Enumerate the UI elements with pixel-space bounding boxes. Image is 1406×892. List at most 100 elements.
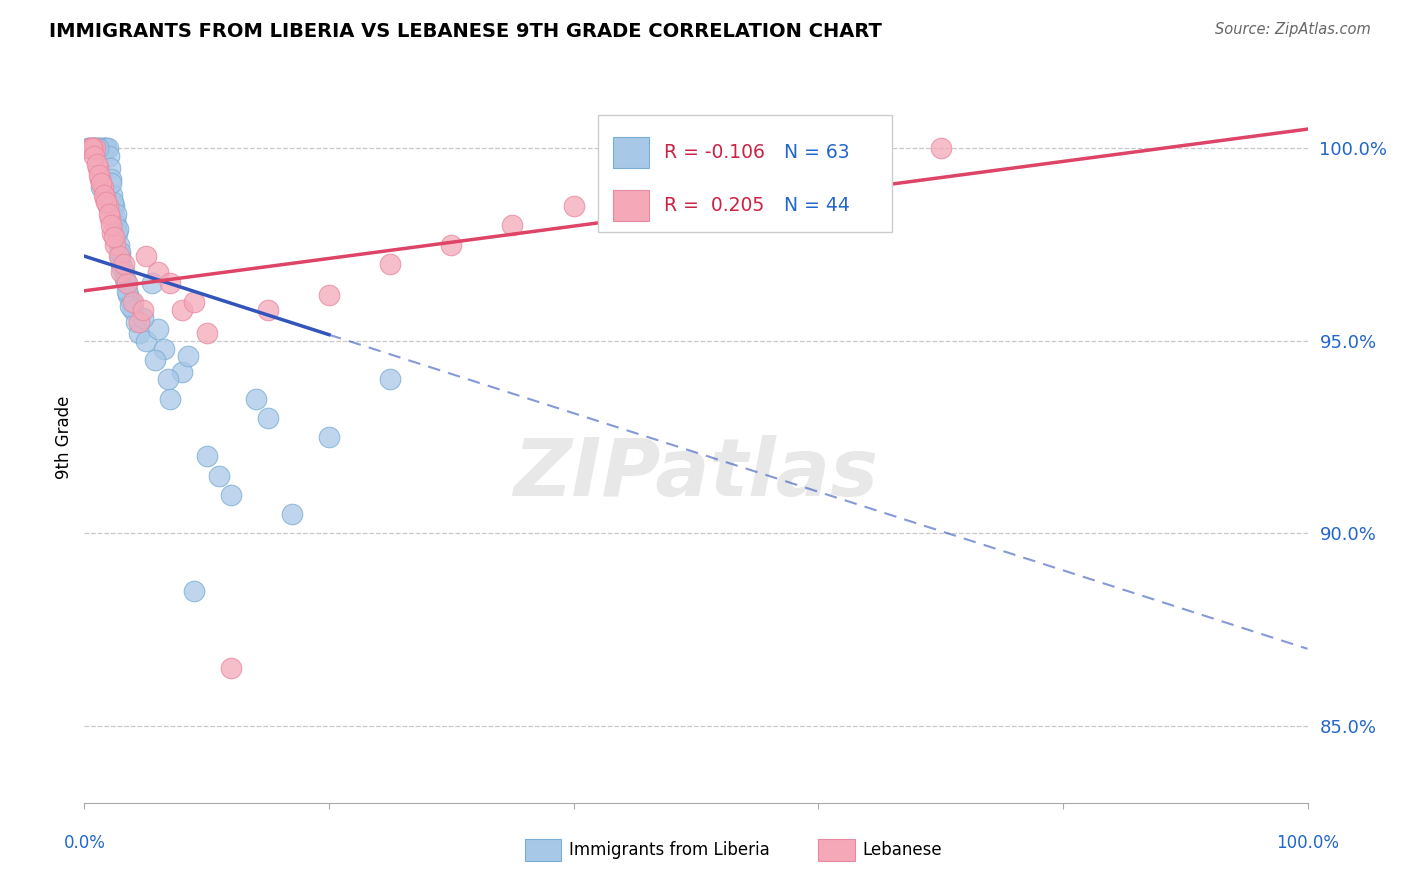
Point (114, 272, 136, 286)
Point (128, 315, 150, 329)
Point (98, 211, 121, 225)
Point (105, 219, 128, 233)
Point (135, 249, 157, 263)
Point (79, 141, 101, 155)
Point (118, 299, 141, 313)
Point (208, 468, 231, 483)
Point (177, 349, 200, 363)
Text: Immigrants from Liberia: Immigrants from Liberia (569, 841, 769, 859)
Text: N = 63: N = 63 (785, 143, 849, 162)
Point (685, 179, 707, 194)
Point (562, 199, 585, 213)
FancyBboxPatch shape (524, 839, 561, 862)
Point (195, 450, 218, 464)
Point (87, 161, 110, 175)
Point (90, 179, 112, 194)
Point (103, 199, 125, 213)
Point (159, 392, 181, 406)
Point (96, 195, 118, 210)
Point (93, 141, 115, 155)
Point (97, 149, 120, 163)
Point (79, 141, 101, 155)
Point (141, 276, 163, 290)
Point (97, 207, 120, 221)
Point (98, 161, 121, 175)
Point (91, 179, 114, 194)
Point (111, 260, 134, 275)
Text: ZIPatlas: ZIPatlas (513, 434, 879, 513)
Point (100, 219, 122, 233)
Point (257, 303, 280, 318)
Point (159, 276, 181, 290)
Point (104, 211, 127, 225)
Point (146, 322, 169, 336)
Point (94, 191, 117, 205)
Point (110, 245, 132, 260)
Point (110, 257, 132, 271)
Point (89, 141, 111, 155)
Point (107, 222, 129, 236)
Point (318, 430, 340, 444)
Point (440, 237, 463, 252)
Text: Lebanese: Lebanese (862, 841, 942, 859)
FancyBboxPatch shape (613, 137, 650, 168)
Text: IMMIGRANTS FROM LIBERIA VS LEBANESE 9TH GRADE CORRELATION CHART: IMMIGRANTS FROM LIBERIA VS LEBANESE 9TH … (49, 22, 882, 41)
FancyBboxPatch shape (598, 115, 891, 232)
Text: R = -0.106: R = -0.106 (664, 143, 765, 162)
Point (172, 365, 194, 379)
Point (115, 276, 138, 290)
Point (87, 169, 110, 183)
Point (135, 334, 157, 348)
Point (97, 199, 120, 213)
Point (101, 187, 124, 202)
Point (128, 326, 150, 340)
Point (502, 219, 524, 233)
Point (82, 141, 104, 155)
Point (122, 303, 145, 318)
Point (82, 141, 104, 155)
Text: R =  0.205: R = 0.205 (664, 195, 765, 215)
Point (115, 276, 138, 290)
Point (77, 141, 100, 155)
Point (380, 257, 402, 271)
Point (115, 284, 138, 298)
Point (104, 237, 127, 252)
Point (77, 141, 100, 155)
Point (112, 257, 135, 271)
Point (807, 161, 830, 175)
Text: Source: ZipAtlas.com: Source: ZipAtlas.com (1215, 22, 1371, 37)
Point (156, 372, 179, 386)
Point (94, 141, 117, 155)
Point (132, 310, 155, 325)
Point (245, 392, 267, 406)
Point (172, 303, 194, 318)
FancyBboxPatch shape (818, 839, 855, 862)
Point (110, 264, 132, 278)
Point (83, 141, 105, 155)
Point (100, 176, 122, 190)
Point (120, 295, 142, 310)
Point (101, 226, 124, 240)
Point (104, 207, 127, 221)
Point (80, 141, 103, 155)
Point (112, 264, 135, 278)
Point (87, 141, 110, 155)
Point (86, 157, 108, 171)
Point (103, 230, 125, 244)
Point (125, 315, 148, 329)
Point (87, 141, 110, 155)
Point (146, 264, 169, 278)
Point (100, 172, 122, 186)
Point (84, 141, 107, 155)
Point (183, 295, 205, 310)
Point (83, 149, 105, 163)
Point (86, 141, 108, 155)
Text: 100.0%: 100.0% (1277, 834, 1339, 852)
Point (318, 287, 340, 301)
Text: 0.0%: 0.0% (63, 834, 105, 852)
Point (96, 141, 118, 155)
Point (929, 141, 952, 155)
Point (105, 226, 128, 240)
Point (219, 488, 242, 502)
FancyBboxPatch shape (613, 190, 650, 220)
